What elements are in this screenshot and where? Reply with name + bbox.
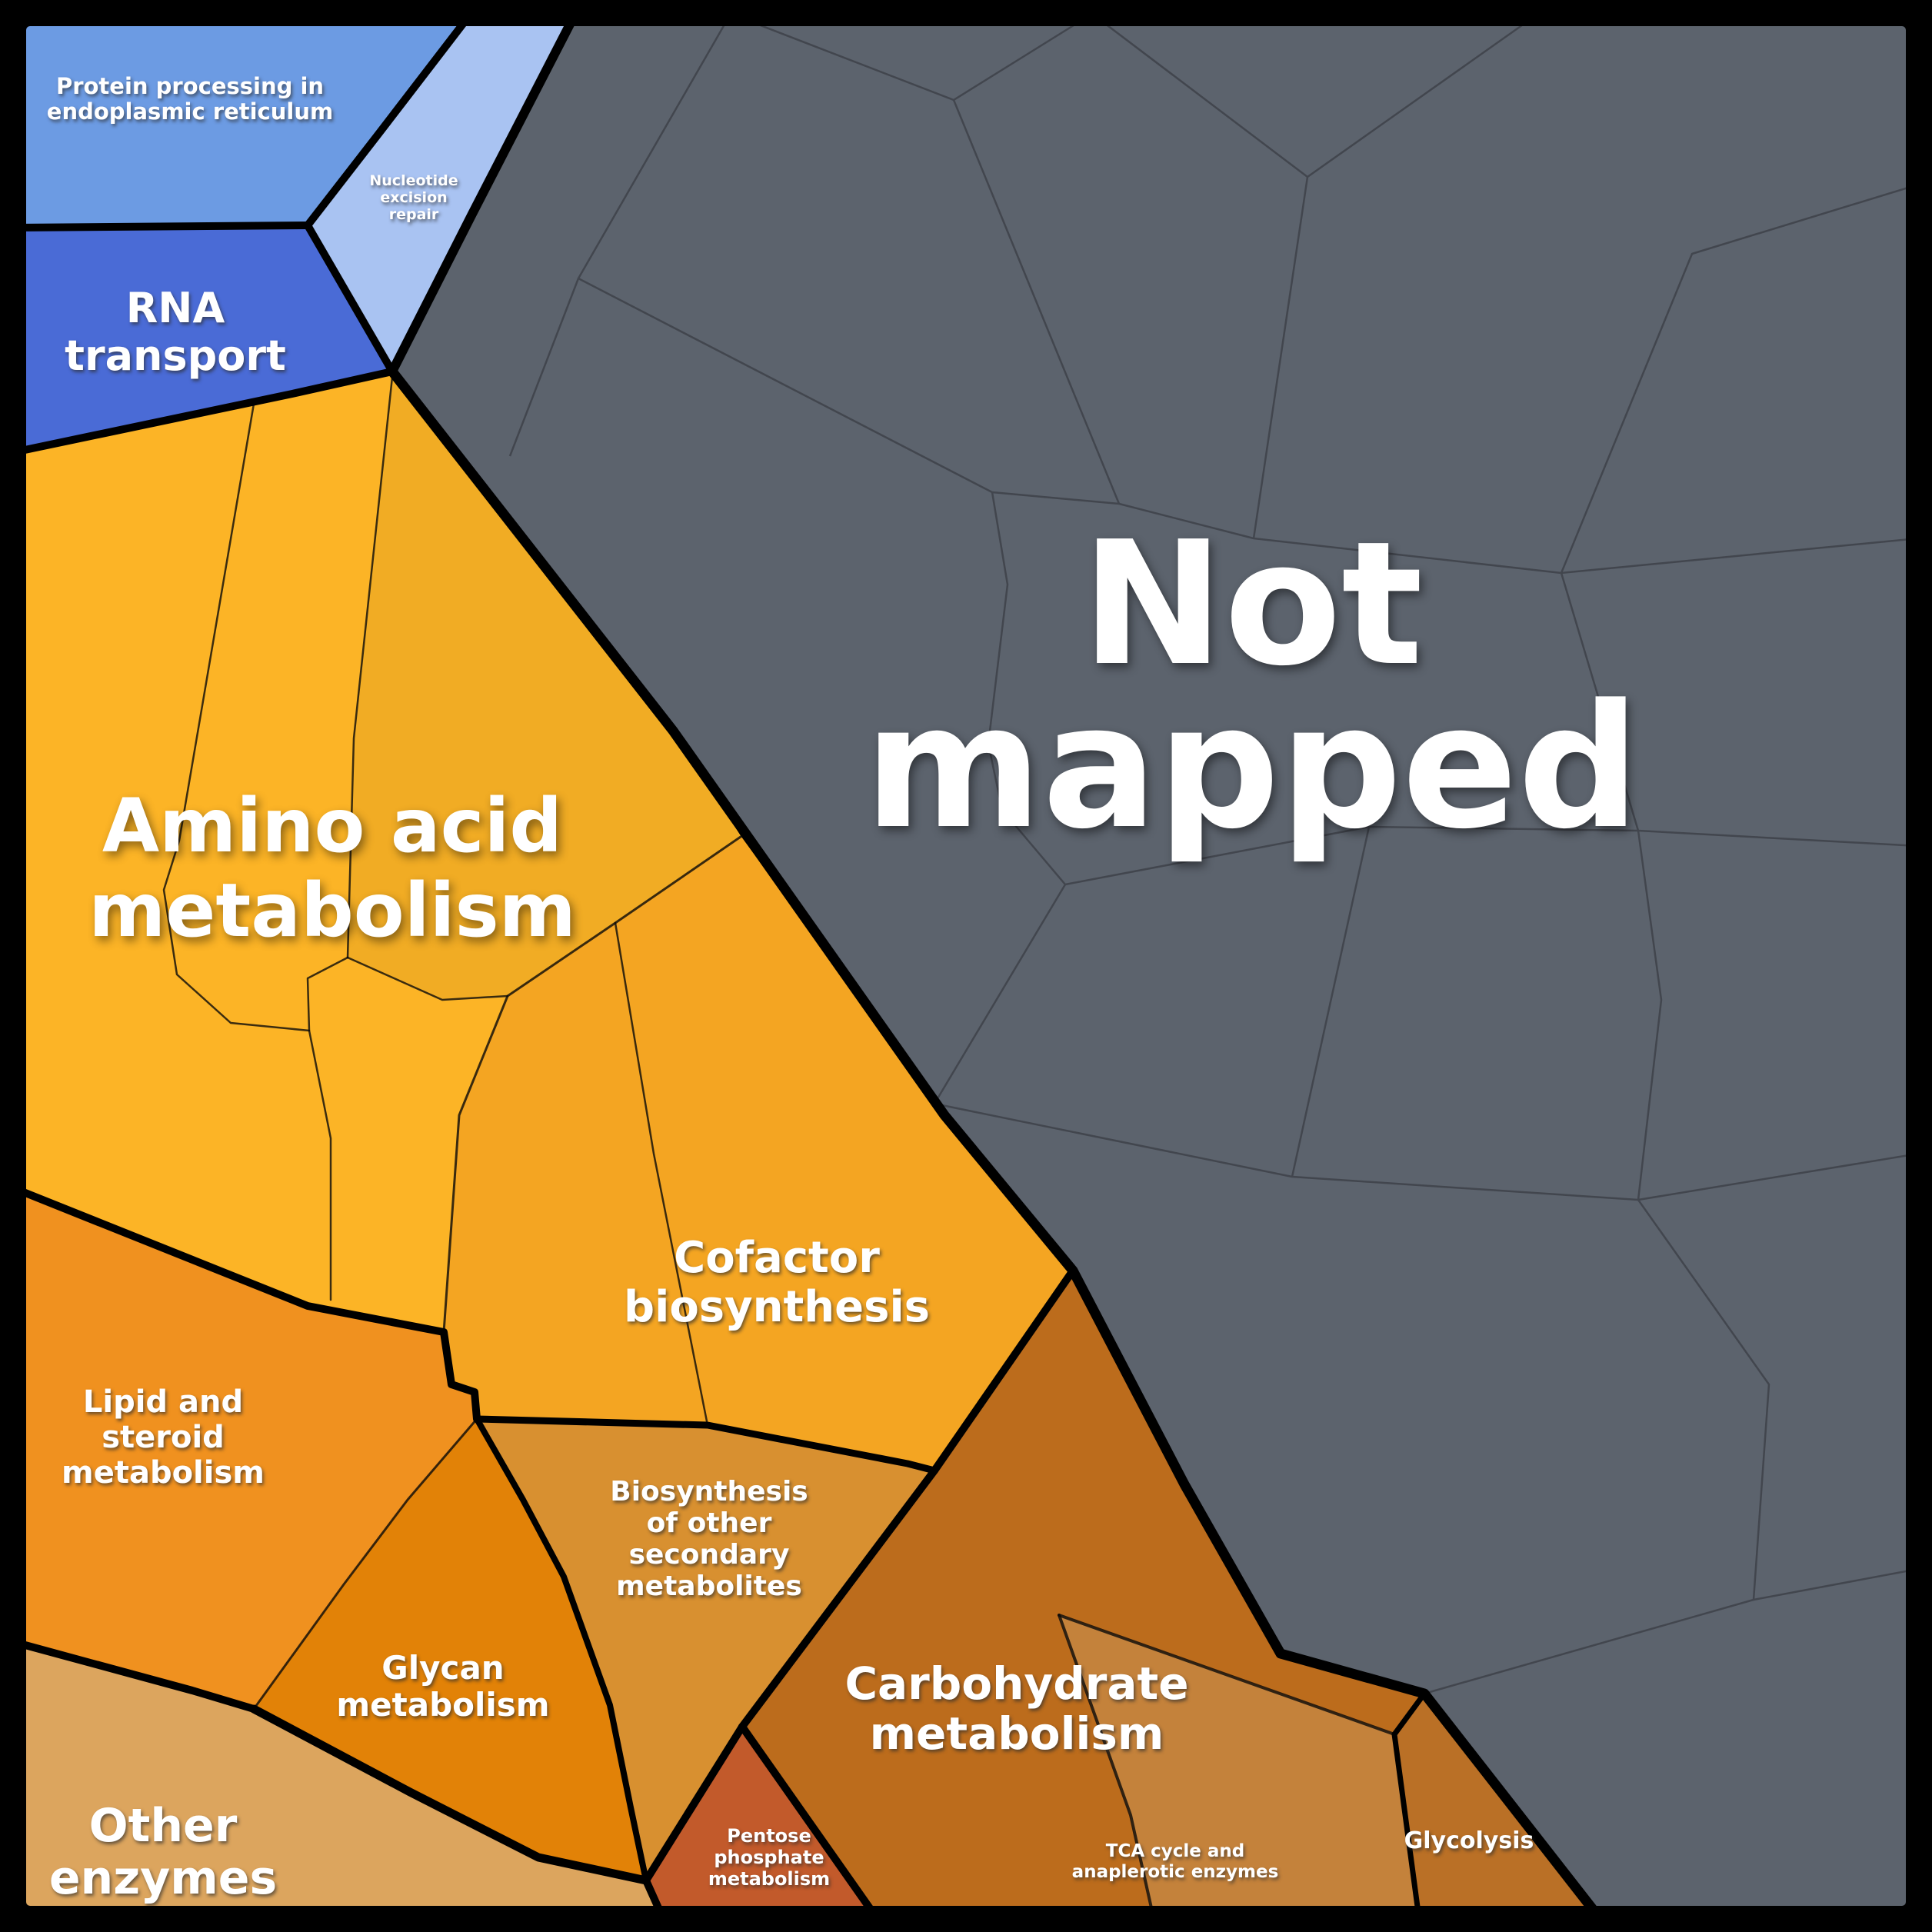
label-line: mapped — [864, 668, 1640, 867]
label-line: metabolism — [870, 1707, 1164, 1760]
subcell-edge — [162, 402, 311, 1032]
not-mapped-cell-edge — [934, 1102, 1919, 1201]
label-line: metabolism — [88, 868, 575, 954]
not-mapped-cell-edge — [1753, 1567, 1919, 1601]
category-border — [387, 366, 1605, 1924]
label-protein-processing-in-endoplasmic-reticulum: Protein processing in endoplasmic reticul… — [47, 73, 333, 125]
label-other-enzymes: Other enzymes — [49, 1799, 277, 1905]
label-line: Protein processing in — [56, 73, 324, 99]
subcell-edge — [252, 1417, 478, 1710]
subcell-edge — [306, 956, 349, 1301]
label-line: of other — [647, 1507, 772, 1539]
amino-subcell-shade — [348, 371, 741, 1000]
not-mapped-cell-edge — [1424, 1199, 1770, 1695]
label-carbohydrate-metabolism: Carbohydrate metabolism — [844, 1657, 1188, 1760]
not-mapped-cell-edge — [1291, 826, 1371, 1178]
label-cofactor-biosynthesis: Cofactor biosynthesis — [624, 1233, 930, 1332]
category-border — [931, 1267, 1077, 1474]
label-line: steroid — [102, 1420, 225, 1455]
category-border — [10, 368, 396, 456]
label-not-mapped: Not mapped — [864, 505, 1640, 867]
category-border — [738, 1723, 881, 1922]
subcell-edge — [346, 956, 509, 1001]
label-line: phosphate — [714, 1847, 824, 1868]
category-border — [10, 1638, 258, 1713]
label-line: metabolism — [708, 1868, 830, 1890]
label-line: Nucleotide — [369, 172, 458, 189]
not-mapped-cell-edge — [1560, 183, 1919, 574]
category-border — [473, 1415, 938, 1474]
label-nucleotide-excision-repair: Nucleotide excision repair — [369, 172, 458, 223]
subcell-edge — [1058, 1614, 1396, 1736]
not-mapped-cell-edge — [1637, 830, 1663, 1201]
label-amino-acid-metabolism: Amino acid metabolism — [88, 783, 575, 954]
label-line: excision — [380, 189, 447, 206]
label-line: transport — [65, 331, 286, 380]
label-line: repair — [389, 206, 439, 223]
category-border — [474, 1416, 649, 1884]
label-line: enzymes — [49, 1851, 277, 1905]
label-line: Carbohydrate — [844, 1657, 1188, 1710]
category-border — [1391, 1731, 1422, 1921]
category-border — [738, 1467, 938, 1730]
label-line: Pentose — [727, 1825, 811, 1847]
category-border — [388, 9, 580, 376]
label-line: biosynthesis — [624, 1282, 930, 1332]
label-line: Lipid and — [83, 1384, 243, 1420]
label-tca-cycle-and-anaplerotic-enzymes: TCA cycle and anaplerotic enzymes — [1072, 1841, 1279, 1882]
label-rna-transport: RNA transport — [65, 284, 286, 380]
subcell-edge — [614, 921, 709, 1427]
label-line: metabolism — [62, 1455, 265, 1491]
category-border — [304, 222, 396, 375]
label-glycan-metabolism: Glycan metabolism — [336, 1649, 549, 1724]
label-line: Glycolysis — [1404, 1827, 1534, 1854]
not-mapped-cell-edge — [933, 491, 1067, 1104]
label-line: Glycan — [381, 1649, 504, 1687]
subcell-edge — [346, 375, 394, 959]
category-border — [10, 1184, 481, 1423]
category-border — [249, 1704, 651, 1885]
not-mapped-cell-edge — [952, 99, 1121, 505]
label-line: metabolites — [616, 1571, 802, 1602]
label-pentose-phosphate-metabolism: Pentose phosphate metabolism — [708, 1825, 830, 1890]
label-line: Amino acid — [102, 783, 562, 869]
category-border — [1391, 1690, 1427, 1737]
label-line: Cofactor — [674, 1233, 880, 1283]
label-line: anaplerotic enzymes — [1072, 1862, 1279, 1882]
label-line: TCA cycle and — [1106, 1841, 1245, 1861]
label-line: secondary — [629, 1539, 790, 1571]
category-border — [642, 1723, 746, 1884]
label-line: Biosynthesis — [610, 1476, 808, 1507]
category-border — [10, 222, 311, 232]
label-line: Not — [1081, 505, 1423, 704]
not-mapped-cell-edge — [1252, 176, 1309, 539]
subcell-edge — [1058, 1614, 1155, 1920]
label-line: RNA — [126, 284, 225, 332]
label-lipid-and-steroid-metabolism: Lipid and steroid metabolism — [62, 1384, 265, 1491]
label-line: Other — [89, 1799, 238, 1853]
label-biosynthesis-of-other-secondary-metabolites: Biosynthesis of other secondary metabolites — [610, 1476, 808, 1602]
label-glycolysis: Glycolysis — [1404, 1827, 1534, 1854]
label-line: endoplasmic reticulum — [47, 98, 333, 125]
not-mapped-cell-edge — [578, 277, 993, 494]
category-border — [304, 10, 475, 229]
label-line: metabolism — [336, 1686, 549, 1724]
